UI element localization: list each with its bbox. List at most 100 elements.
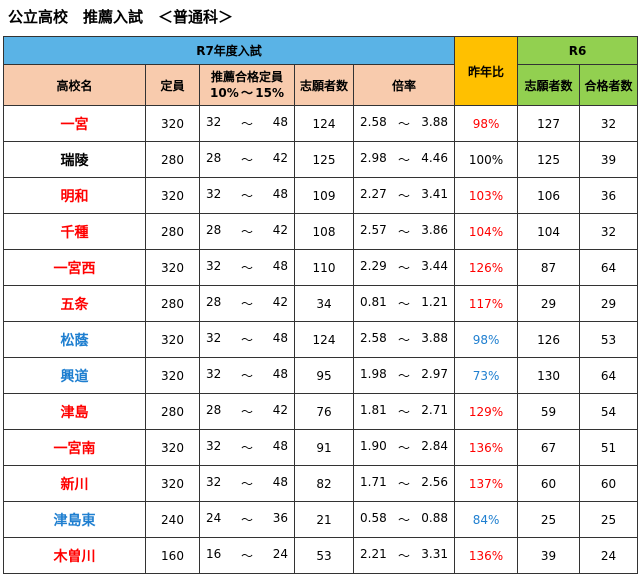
rate-high: 3.88 — [421, 331, 449, 345]
rate-high: 2.56 — [421, 475, 449, 489]
capacity-cell: 320 — [145, 249, 200, 286]
r6-passed-cell: 39 — [579, 141, 639, 178]
school-name: 一宮 — [3, 105, 146, 142]
quota-low: 32 — [206, 439, 222, 453]
rate-cell: 2.57 ～ 3.86 — [352, 213, 456, 250]
rate-low: 2.98 — [360, 151, 387, 165]
ratio-cell: 100% — [454, 141, 519, 178]
rate-low: 1.71 — [360, 475, 387, 489]
applicants-cell: 124 — [294, 105, 354, 142]
applicants-cell: 108 — [294, 213, 354, 250]
r6-applicants-cell: 60 — [517, 465, 581, 502]
quota-sep: ～ — [240, 441, 253, 455]
admission-table: R7年度入試 昨年比 R6 高校名 定員 推薦合格定員 10% ～ 15% 志願… — [2, 36, 639, 574]
rate-low: 1.90 — [360, 439, 387, 453]
capacity-cell: 320 — [145, 105, 200, 142]
rate-sep: ～ — [398, 333, 411, 347]
quota-sep: ～ — [240, 333, 253, 347]
r6-applicants-cell: 106 — [517, 177, 581, 214]
quota-high: 42 — [272, 295, 288, 309]
quota-sep: ～ — [240, 405, 253, 419]
quota-cell: 16 ～ 24 — [199, 537, 295, 574]
applicants-cell: 125 — [294, 141, 354, 178]
quota-cell: 32 ～ 48 — [199, 357, 295, 394]
capacity-cell: 280 — [145, 141, 200, 178]
table-row: 興道 320 32 ～ 48 95 1.98 ～ 2.97 73% 130 64 — [3, 357, 639, 394]
quota-sep: ～ — [240, 261, 253, 275]
rate-sep: ～ — [398, 549, 411, 563]
table-row: 松蔭 320 32 ～ 48 124 2.58 ～ 3.88 98% 126 53 — [3, 321, 639, 358]
r6-applicants-cell: 126 — [517, 321, 581, 358]
r6-applicants-cell: 67 — [517, 429, 581, 466]
r6-applicants-cell: 87 — [517, 249, 581, 286]
school-name: 木曽川 — [3, 537, 146, 574]
quota-cell: 28 ～ 42 — [199, 213, 295, 250]
quota-low: 32 — [206, 259, 222, 273]
r6-applicants-cell: 125 — [517, 141, 581, 178]
capacity-cell: 320 — [145, 357, 200, 394]
school-name: 千種 — [3, 213, 146, 250]
rate-low: 2.21 — [360, 547, 387, 561]
rate-cell: 2.58 ～ 3.88 — [352, 321, 456, 358]
quota-low: 32 — [206, 187, 222, 201]
rate-low: 1.98 — [360, 367, 387, 381]
rate-cell: 2.98 ～ 4.46 — [352, 141, 456, 178]
r6-applicants-cell: 29 — [517, 285, 581, 322]
quota-sep: ～ — [240, 153, 253, 167]
header-quota-range: 10% ～ 15% — [201, 85, 294, 101]
header-quota: 推薦合格定員 10% ～ 15% — [199, 64, 295, 106]
ratio-cell: 136% — [454, 537, 519, 574]
quota-cell: 28 ～ 42 — [199, 393, 295, 430]
rate-low: 1.81 — [360, 403, 387, 417]
ratio-cell: 98% — [454, 321, 519, 358]
ratio-cell: 73% — [454, 357, 519, 394]
header-quota-high: 15% — [255, 86, 284, 100]
rate-sep: ～ — [398, 189, 411, 203]
header-applicants: 志願者数 — [294, 64, 354, 106]
ratio-cell: 117% — [454, 285, 519, 322]
rate-sep: ～ — [398, 441, 411, 455]
rate-sep: ～ — [398, 369, 411, 383]
quota-sep: ～ — [240, 549, 253, 563]
quota-high: 48 — [272, 115, 288, 129]
quota-low: 28 — [206, 223, 222, 237]
rate-high: 3.31 — [421, 547, 449, 561]
capacity-cell: 160 — [145, 537, 200, 574]
quota-high: 48 — [272, 367, 288, 381]
table-row: 新川 320 32 ～ 48 82 1.71 ～ 2.56 137% 60 60 — [3, 465, 639, 502]
capacity-cell: 280 — [145, 213, 200, 250]
rate-low: 2.58 — [360, 115, 387, 129]
table-row: 津島東 240 24 ～ 36 21 0.58 ～ 0.88 84% 25 25 — [3, 501, 639, 538]
r6-passed-cell: 64 — [579, 357, 639, 394]
r6-passed-cell: 60 — [579, 465, 639, 502]
capacity-cell: 320 — [145, 465, 200, 502]
rate-low: 2.58 — [360, 331, 387, 345]
quota-low: 28 — [206, 295, 222, 309]
rate-low: 2.29 — [360, 259, 387, 273]
quota-sep: ～ — [240, 369, 253, 383]
quota-cell: 28 ～ 42 — [199, 141, 295, 178]
school-name: 新川 — [3, 465, 146, 502]
table-row: 千種 280 28 ～ 42 108 2.57 ～ 3.86 104% 104 32 — [3, 213, 639, 250]
rate-low: 2.57 — [360, 223, 387, 237]
rate-sep: ～ — [398, 477, 411, 491]
rate-low: 0.81 — [360, 295, 387, 309]
quota-low: 32 — [206, 331, 222, 345]
header-quota-sep: ～ — [240, 86, 253, 100]
r6-passed-cell: 32 — [579, 105, 639, 142]
header-r6-applicants: 志願者数 — [517, 64, 581, 106]
quota-low: 28 — [206, 151, 222, 165]
applicants-cell: 110 — [294, 249, 354, 286]
quota-cell: 24 ～ 36 — [199, 501, 295, 538]
quota-cell: 28 ～ 42 — [199, 285, 295, 322]
rate-high: 2.71 — [421, 403, 449, 417]
header-quota-low: 10% — [210, 86, 239, 100]
rate-sep: ～ — [398, 405, 411, 419]
quota-cell: 32 ～ 48 — [199, 321, 295, 358]
rate-high: 2.84 — [421, 439, 449, 453]
table-row: 一宮南 320 32 ～ 48 91 1.90 ～ 2.84 136% 67 51 — [3, 429, 639, 466]
applicants-cell: 124 — [294, 321, 354, 358]
quota-sep: ～ — [240, 189, 253, 203]
applicants-cell: 109 — [294, 177, 354, 214]
header-r6-passed: 合格者数 — [579, 64, 639, 106]
